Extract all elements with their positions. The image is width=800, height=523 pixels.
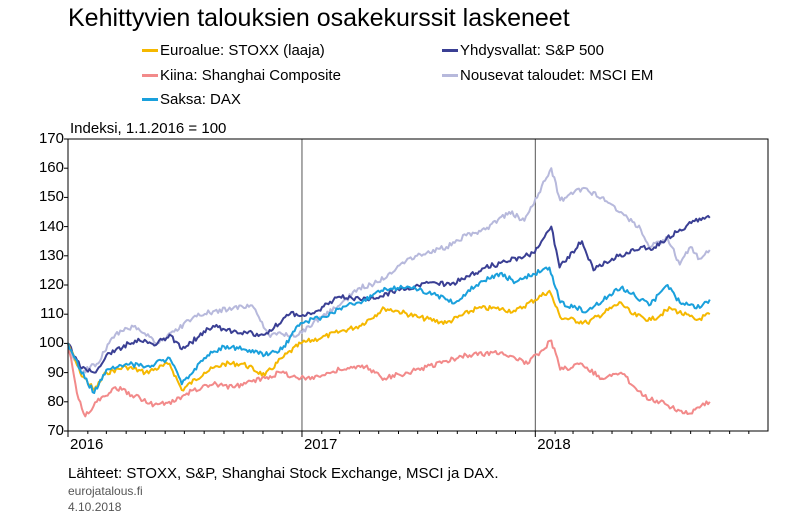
legend-item-usa: Yhdysvallat: S&P 500 <box>442 42 604 59</box>
x-tick-label: 2017 <box>303 436 338 453</box>
series-line-4 <box>67 167 711 374</box>
legend-label-china: Kiina: Shanghai Composite <box>160 67 341 84</box>
y-tick-label: 120 <box>38 276 64 293</box>
legend-item-germany: Saksa: DAX <box>142 91 241 108</box>
x-tick-label: 2018 <box>537 436 571 453</box>
legend-item-euro: Euroalue: STOXX (laaja) <box>142 42 325 59</box>
legend-item-em: Nousevat taloudet: MSCI EM <box>442 67 653 84</box>
legend-swatch-germany <box>142 98 158 101</box>
y-tick-label: 100 <box>38 334 64 352</box>
y-tick-label: 90 <box>47 363 64 381</box>
y-tick-label: 160 <box>38 159 64 177</box>
y-tick-label: 170 <box>38 130 64 147</box>
legend-swatch-usa <box>442 49 458 52</box>
y-unit-label: Indeksi, 1.1.2016 = 100 <box>70 120 227 137</box>
series-layer <box>67 167 711 418</box>
y-tick-label: 70 <box>47 422 64 439</box>
legend-item-china: Kiina: Shanghai Composite <box>142 67 341 84</box>
y-tick-label: 140 <box>38 217 64 235</box>
publish-date: 4.10.2018 <box>68 500 122 514</box>
legend-swatch-china <box>142 74 158 77</box>
legend-label-usa: Yhdysvallat: S&P 500 <box>460 42 604 59</box>
y-tick-label: 130 <box>38 246 64 264</box>
source-note: Lähteet: STOXX, S&P, Shanghai Stock Exch… <box>68 465 499 482</box>
series-line-0 <box>67 289 711 392</box>
legend-label-em: Nousevat taloudet: MSCI EM <box>460 67 654 84</box>
series-line-2 <box>67 266 711 394</box>
y-tick-label: 80 <box>47 392 64 410</box>
y-tick-label: 150 <box>38 188 64 206</box>
series-line-1 <box>67 339 711 418</box>
plot-frame <box>67 138 769 432</box>
legend-label-germany: Saksa: DAX <box>160 91 241 108</box>
site-name: eurojatalous.fi <box>68 484 143 498</box>
y-tick-label: 110 <box>40 305 64 323</box>
chart-title: Kehittyvien talouksien osakekurssit lask… <box>68 4 570 32</box>
legend-label-euro: Euroalue: STOXX (laaja) <box>160 42 325 59</box>
legend-swatch-euro <box>142 49 158 52</box>
series-line-3 <box>67 214 711 374</box>
x-tick-label: 2016 <box>70 436 104 453</box>
legend-swatch-em <box>442 74 458 77</box>
